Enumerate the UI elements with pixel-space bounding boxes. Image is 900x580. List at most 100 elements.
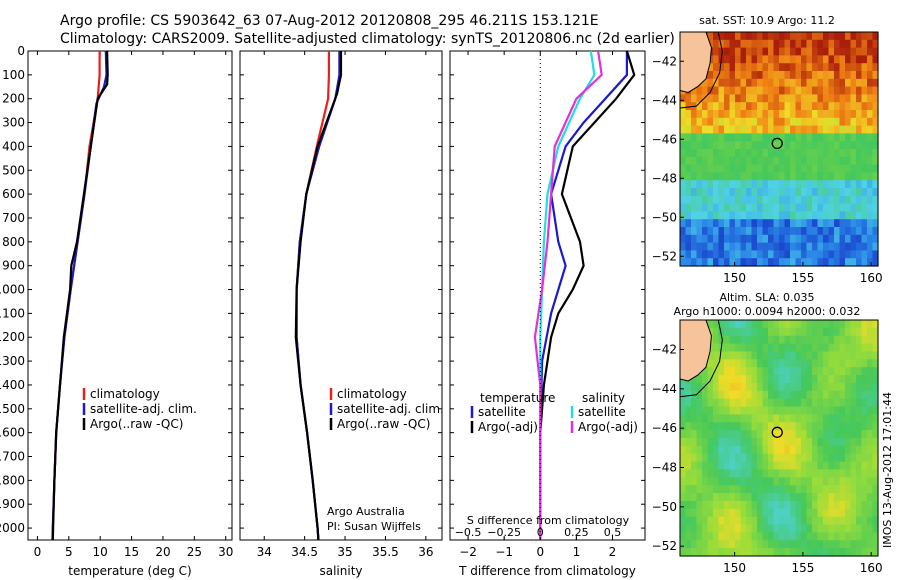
map-cell xyxy=(773,63,780,72)
map-cell xyxy=(696,516,703,526)
map-cell xyxy=(713,141,720,150)
map-cell xyxy=(718,258,725,267)
map-cell xyxy=(801,133,808,142)
map-cell xyxy=(856,110,863,119)
map-cell xyxy=(817,63,824,72)
map-cell xyxy=(762,250,769,259)
map-cell xyxy=(790,180,797,189)
map-cell xyxy=(856,47,863,56)
map-cell xyxy=(685,234,692,244)
map-cell xyxy=(834,406,841,415)
map-cell xyxy=(740,335,747,345)
map-cell xyxy=(757,398,764,408)
map-cell xyxy=(834,516,841,526)
map-cell xyxy=(696,406,703,415)
x-tick-label: 35.5 xyxy=(372,545,399,559)
map-cell xyxy=(823,375,830,384)
map-cell xyxy=(702,367,709,376)
map-cell xyxy=(823,63,830,72)
map-cell xyxy=(724,445,731,455)
map-cell xyxy=(790,164,797,173)
map-cell xyxy=(861,375,868,384)
map-cell xyxy=(768,493,775,502)
map-cell xyxy=(757,477,764,486)
map-cell xyxy=(812,32,819,41)
map-cell xyxy=(801,78,808,88)
map-cell xyxy=(691,211,698,220)
map-cell xyxy=(823,516,830,526)
map-cell xyxy=(817,508,824,518)
map-cell xyxy=(773,133,780,142)
map-cell xyxy=(823,133,830,142)
map-cell xyxy=(779,485,786,494)
map-cell xyxy=(729,39,736,49)
map-cell xyxy=(685,382,692,392)
map-cell xyxy=(680,219,687,228)
map-cell xyxy=(768,149,775,158)
map-cell xyxy=(845,117,852,127)
map-cell xyxy=(790,343,797,353)
map-cell xyxy=(707,164,714,173)
map-cell xyxy=(784,500,791,510)
map-cell xyxy=(729,390,736,400)
map-cell xyxy=(762,180,769,189)
map-cell xyxy=(768,548,775,557)
map-cell xyxy=(751,477,758,486)
map-cell xyxy=(845,438,852,447)
map-cell xyxy=(856,500,863,510)
map-cell xyxy=(746,39,753,49)
map-cell xyxy=(713,343,720,353)
map-cell xyxy=(872,469,879,478)
map-cell xyxy=(817,156,824,166)
map-cell xyxy=(784,320,791,329)
map-cell xyxy=(790,390,797,400)
map-cell xyxy=(729,110,736,119)
map-cell xyxy=(784,32,791,41)
map-cell xyxy=(856,351,863,360)
map-cell xyxy=(801,63,808,72)
map-cell xyxy=(834,335,841,345)
map-cell xyxy=(724,250,731,259)
depth-tick-label: 900 xyxy=(2,259,25,273)
map-cell xyxy=(867,242,874,251)
map-cell xyxy=(762,461,769,471)
map-cell xyxy=(718,493,725,502)
map-cell xyxy=(861,164,868,173)
map-cell xyxy=(823,86,830,95)
map-cell xyxy=(735,508,742,518)
map-cell xyxy=(861,211,868,220)
map-cell xyxy=(850,327,857,337)
map-cell xyxy=(828,258,835,267)
map-cell xyxy=(729,438,736,447)
map-cell xyxy=(740,180,747,189)
map-cell xyxy=(806,47,813,56)
map-cell xyxy=(680,94,687,103)
map-cell xyxy=(839,335,846,345)
map-cell xyxy=(806,227,813,236)
map-cell xyxy=(757,32,764,41)
map-cell xyxy=(839,71,846,80)
map-cell xyxy=(823,532,830,541)
map-cell xyxy=(806,422,813,431)
map-cell xyxy=(790,430,797,439)
map-cell xyxy=(680,477,687,486)
map-cell xyxy=(762,320,769,329)
map-cell xyxy=(685,422,692,431)
map-cell xyxy=(746,71,753,80)
map-cell xyxy=(713,516,720,526)
map-cell xyxy=(729,234,736,244)
map-cell xyxy=(839,422,846,431)
depth-tick-label: 700 xyxy=(2,211,25,225)
depth-tick-label: 100 xyxy=(2,68,25,82)
map-cell xyxy=(828,398,835,408)
map-cell xyxy=(828,500,835,510)
map-cell xyxy=(746,164,753,173)
map-cell xyxy=(828,485,835,494)
map-cell xyxy=(740,422,747,431)
map-cell xyxy=(845,78,852,88)
map-cell xyxy=(685,469,692,478)
map-cell xyxy=(779,94,786,103)
map-cell xyxy=(691,461,698,471)
x-tick-label: 25 xyxy=(187,545,202,559)
map-cell xyxy=(751,445,758,455)
